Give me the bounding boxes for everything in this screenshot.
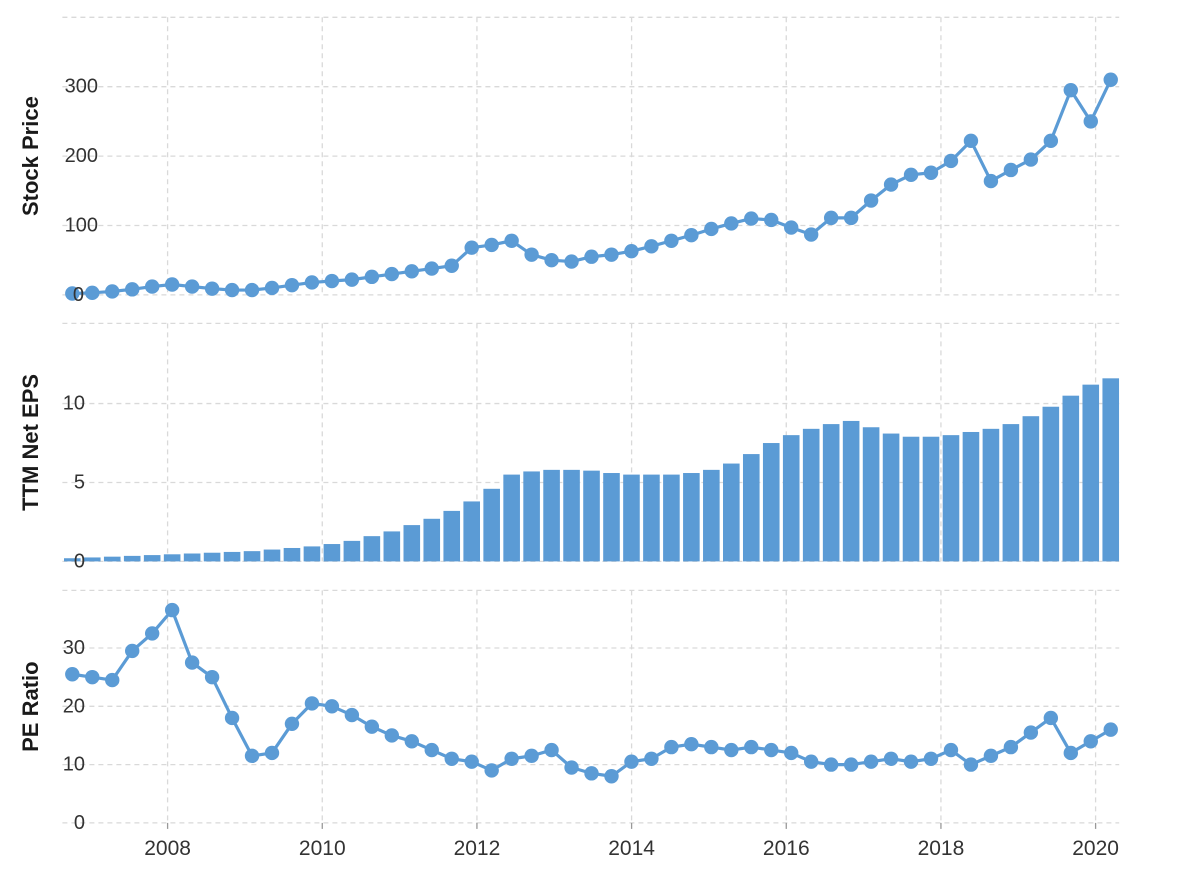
svg-text:2018: 2018 — [918, 837, 965, 860]
svg-text:2012: 2012 — [454, 837, 501, 860]
svg-text:0: 0 — [74, 550, 85, 572]
svg-text:2014: 2014 — [608, 837, 655, 860]
svg-text:2010: 2010 — [299, 837, 346, 860]
svg-text:20: 20 — [63, 695, 85, 717]
svg-text:PE Ratio: PE Ratio — [18, 661, 43, 751]
svg-text:30: 30 — [63, 637, 85, 659]
svg-text:200: 200 — [65, 145, 98, 167]
svg-text:10: 10 — [63, 754, 85, 776]
svg-text:100: 100 — [65, 215, 98, 237]
svg-text:0: 0 — [74, 812, 85, 834]
svg-text:0: 0 — [73, 284, 84, 306]
svg-text:2008: 2008 — [144, 837, 191, 860]
svg-text:2016: 2016 — [763, 837, 810, 860]
svg-text:Stock Price: Stock Price — [18, 96, 43, 216]
svg-text:300: 300 — [65, 76, 98, 98]
svg-text:5: 5 — [74, 471, 85, 493]
svg-text:2020: 2020 — [1072, 837, 1119, 860]
svg-text:10: 10 — [63, 393, 85, 415]
svg-text:TTM Net EPS: TTM Net EPS — [18, 374, 43, 511]
